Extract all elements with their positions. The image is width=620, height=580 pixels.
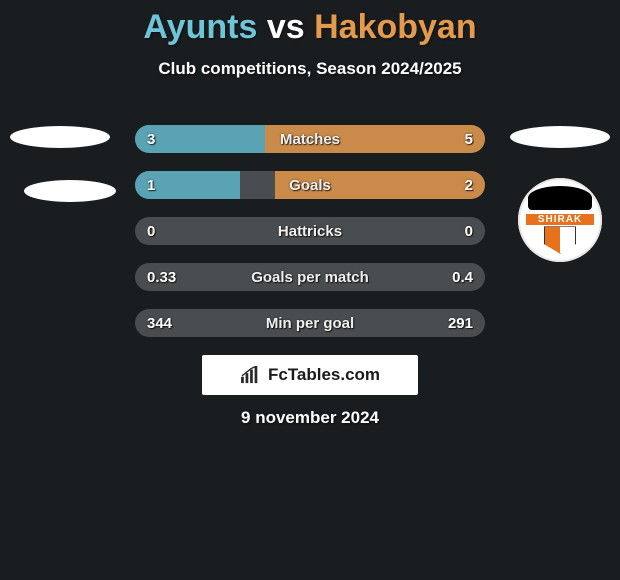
subtitle: Club competitions, Season 2024/2025 (0, 59, 620, 79)
avatar-ellipse (24, 180, 116, 202)
stat-value-right: 0 (465, 217, 473, 245)
shirak-badge-top (528, 186, 592, 210)
title-player1: Ayunts (143, 8, 257, 46)
stat-label: Hattricks (135, 217, 485, 245)
stat-label: Matches (135, 125, 485, 153)
branding-text: FcTables.com (268, 365, 380, 385)
avatar-ellipse (510, 126, 610, 148)
branding-box: FcTables.com (202, 355, 418, 395)
chart-icon (240, 366, 262, 384)
shirak-badge: SHIRAK (518, 178, 602, 262)
infographic-content: Ayunts vs Hakobyan Club competitions, Se… (0, 0, 620, 580)
stat-value-right: 2 (465, 171, 473, 199)
comparison-bars: 3Matches5 1Goals2 0Hattricks0 0.33Goals per… (135, 125, 485, 355)
stat-bar: 1Goals2 (135, 171, 485, 199)
shirak-badge-shield (544, 226, 576, 253)
avatar-ellipse (10, 126, 110, 148)
stat-label: Min per goal (135, 309, 485, 337)
title-player2: Hakobyan (314, 8, 477, 46)
stat-label: Goals per match (135, 263, 485, 291)
stat-bar: 344Min per goal291 (135, 309, 485, 337)
page-title: Ayunts vs Hakobyan (0, 0, 620, 47)
title-vs: vs (267, 8, 305, 46)
stat-bar: 0.33Goals per match0.4 (135, 263, 485, 291)
right-club-badge: SHIRAK (518, 178, 602, 262)
stat-value-right: 0.4 (452, 263, 473, 291)
stat-value-right: 5 (465, 125, 473, 153)
shirak-badge-name: SHIRAK (526, 214, 593, 225)
date-text: 9 november 2024 (0, 408, 620, 428)
stat-label: Goals (135, 171, 485, 199)
stat-bar: 3Matches5 (135, 125, 485, 153)
stat-bar: 0Hattricks0 (135, 217, 485, 245)
stat-value-right: 291 (448, 309, 473, 337)
